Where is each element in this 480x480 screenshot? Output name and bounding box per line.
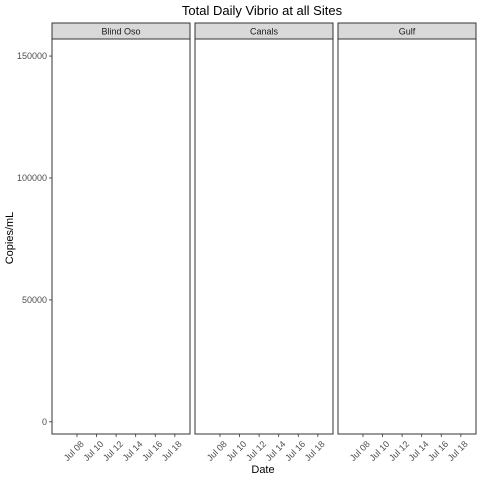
x-tick-label: Jul 10 <box>367 439 391 463</box>
x-tick-label: Jul 16 <box>283 439 307 463</box>
x-tick-label: Jul 14 <box>264 439 288 463</box>
facet-strip-label: Gulf <box>399 27 416 37</box>
panel-border <box>338 39 476 434</box>
panel-border <box>52 39 190 434</box>
facet-strip-label: Canals <box>250 27 279 37</box>
x-tick-label: Jul 12 <box>387 439 411 463</box>
x-tick-label: Jul 18 <box>446 439 470 463</box>
y-tick-label: 100000 <box>17 173 47 183</box>
x-tick-label: Jul 12 <box>101 439 125 463</box>
x-axis-title: Date <box>251 464 274 476</box>
panel-border <box>195 39 333 434</box>
y-tick-label: 150000 <box>17 51 47 61</box>
chart-title: Total Daily Vibrio at all Sites <box>182 3 343 18</box>
x-tick-label: Jul 08 <box>348 439 372 463</box>
x-tick-label: Jul 08 <box>62 439 86 463</box>
x-tick-label: Jul 14 <box>121 439 145 463</box>
x-tick-label: Jul 14 <box>407 439 431 463</box>
x-tick-label: Jul 10 <box>224 439 248 463</box>
x-tick-label: Jul 16 <box>426 439 450 463</box>
x-tick-label: Jul 10 <box>81 439 105 463</box>
x-tick-label: Jul 08 <box>205 439 229 463</box>
y-tick-label: 0 <box>42 417 47 427</box>
x-tick-label: Jul 18 <box>160 439 184 463</box>
x-tick-label: Jul 18 <box>303 439 327 463</box>
y-axis-title: Copies/mL <box>4 212 16 265</box>
facet-strip-label: Blind Oso <box>101 27 140 37</box>
x-tick-label: Jul 16 <box>140 439 164 463</box>
y-tick-label: 50000 <box>22 295 47 305</box>
x-tick-label: Jul 12 <box>244 439 268 463</box>
